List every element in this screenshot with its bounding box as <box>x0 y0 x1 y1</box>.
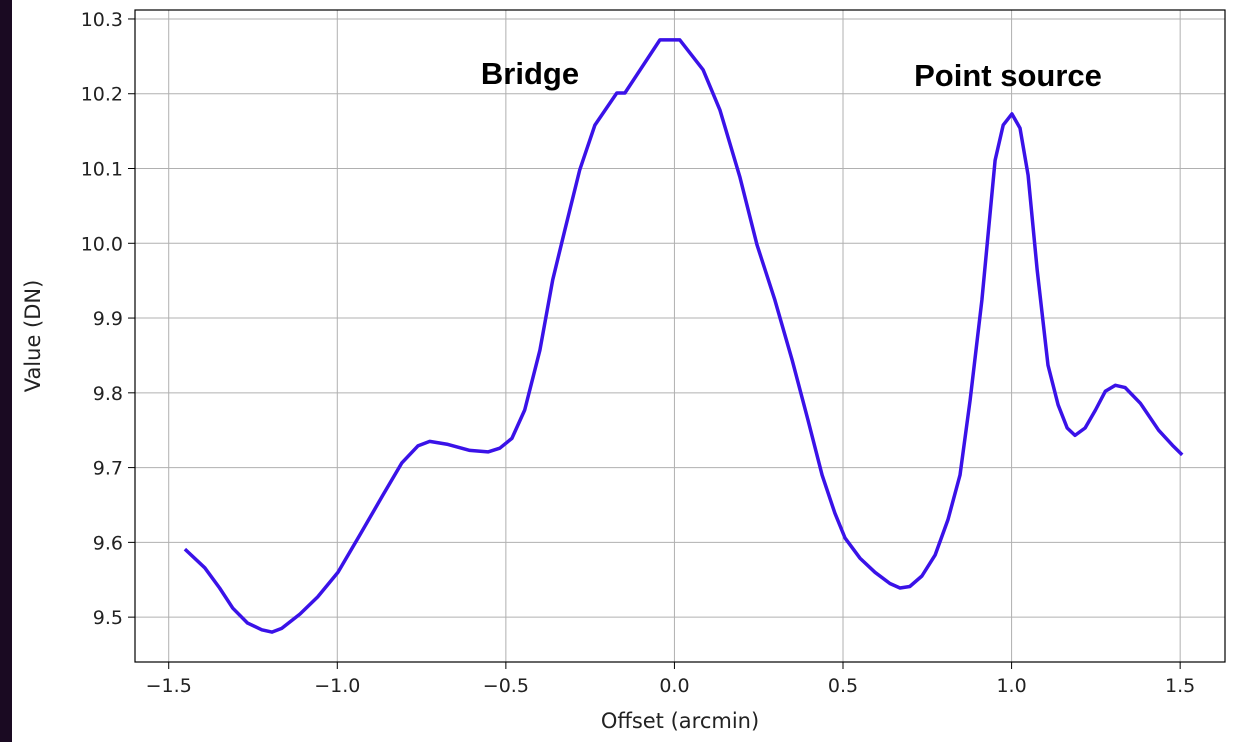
x-tick-label: 1.0 <box>996 675 1026 697</box>
plot-frame <box>135 10 1225 662</box>
chart: Offset (arcmin) Value (DN) −1.5 −1.0 −0.5 0… <box>0 0 1238 742</box>
y-tick-label: 9.9 <box>93 308 123 330</box>
y-tick-label: 9.5 <box>93 607 123 629</box>
x-tick-label: −1.5 <box>146 675 192 697</box>
x-tick-label: 0.5 <box>828 675 858 697</box>
y-tick-label: 10.3 <box>81 9 123 31</box>
x-tick-label: −0.5 <box>483 675 529 697</box>
image-strip <box>0 0 12 742</box>
x-tick-label: 1.5 <box>1165 675 1195 697</box>
x-tick-label: 0.0 <box>659 675 689 697</box>
x-axis-label: Offset (arcmin) <box>601 709 759 733</box>
y-axis-label: Value (DN) <box>21 280 45 393</box>
y-tick-label: 10.1 <box>81 159 123 181</box>
y-tick-label: 9.8 <box>93 383 123 405</box>
y-tick-label: 10.2 <box>81 84 123 106</box>
y-tick-label: 10.0 <box>81 233 123 255</box>
data-line <box>185 40 1182 632</box>
y-tick-label: 9.6 <box>93 532 123 554</box>
x-tick-label: −1.0 <box>314 675 360 697</box>
y-tick-label: 9.7 <box>93 458 123 480</box>
annotation: Point source <box>914 58 1102 93</box>
annotation: Bridge <box>481 56 579 91</box>
